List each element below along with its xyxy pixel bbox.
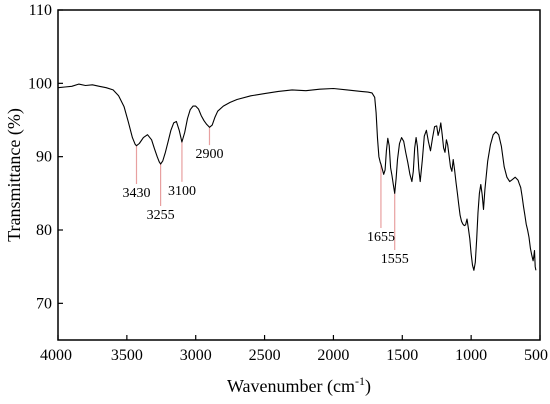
x-tick-label: 2000 xyxy=(317,347,349,364)
y-tick-label: 110 xyxy=(29,2,52,19)
annotation-label: 3255 xyxy=(147,208,175,223)
annotation-label: 1655 xyxy=(367,230,395,245)
annotation-label: 2900 xyxy=(195,147,223,162)
y-tick-label: 80 xyxy=(36,222,52,239)
x-axis-title: Wavenumber (cm-1) xyxy=(227,374,371,397)
x-tick-label: 1500 xyxy=(386,347,418,364)
spectrum-line xyxy=(57,83,537,271)
x-axis-title-close: ) xyxy=(365,376,371,397)
x-axis-ticks: 4000 3500 3000 2500 2000 1500 1000 500 xyxy=(40,335,548,364)
x-tick-label: 4000 xyxy=(40,347,72,364)
x-tick-label: 1000 xyxy=(455,347,487,364)
annotation-labels: 3430 3255 3100 2900 1655 1555 xyxy=(122,147,408,267)
plot-frame xyxy=(57,9,541,341)
annotation-label: 1555 xyxy=(381,252,409,267)
y-tick-label: 100 xyxy=(28,75,52,92)
x-axis-title-main: Wavenumber (cm xyxy=(227,376,355,397)
y-axis-title: Transmittance (%) xyxy=(4,108,25,242)
x-tick-label: 500 xyxy=(524,347,548,364)
x-tick-label: 3500 xyxy=(111,347,143,364)
x-axis-title-sup: -1 xyxy=(355,374,365,388)
y-tick-label: 90 xyxy=(36,149,52,166)
y-axis-ticks: 70 80 90 100 110 xyxy=(28,2,63,312)
x-tick-label: 2500 xyxy=(249,347,281,364)
annotation-lines xyxy=(135,127,396,250)
annotation-label: 3430 xyxy=(122,186,150,201)
y-tick-label: 70 xyxy=(36,295,52,312)
x-tick-label: 3000 xyxy=(180,347,212,364)
annotation-label: 3100 xyxy=(168,184,196,199)
